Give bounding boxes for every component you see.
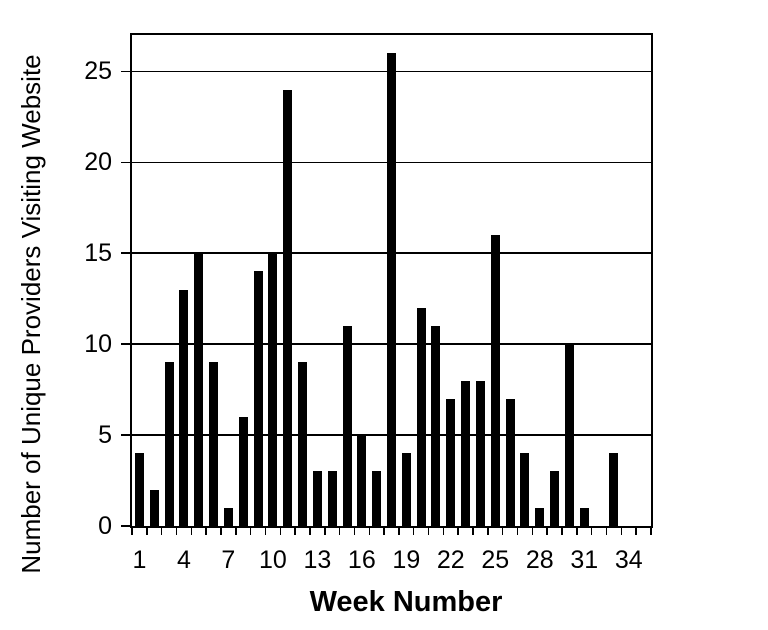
x-tick-33 xyxy=(620,528,623,535)
plot-area xyxy=(130,33,653,528)
x-tick-12 xyxy=(309,528,311,535)
y-tick-5 xyxy=(121,434,130,436)
x-tick-label-7: 7 xyxy=(221,546,236,574)
bar-week-24 xyxy=(475,380,485,526)
x-tick-9 xyxy=(264,528,267,535)
bar-week-8 xyxy=(238,416,248,526)
x-tick-11 xyxy=(294,528,296,535)
bar-week-16 xyxy=(357,435,367,526)
x-tick-label-10: 10 xyxy=(258,546,287,574)
x-tick-32 xyxy=(605,528,608,535)
y-tick-10 xyxy=(121,343,130,345)
y-tick-label-25: 25 xyxy=(84,57,112,86)
x-tick-16 xyxy=(368,528,370,535)
bar-week-25 xyxy=(490,235,500,526)
x-tick-17 xyxy=(383,528,385,535)
x-tick-21 xyxy=(442,528,445,535)
x-tick-30 xyxy=(576,528,578,535)
y-tick-label-0: 0 xyxy=(98,512,112,540)
y-tick-20 xyxy=(121,161,130,164)
bar-week-18 xyxy=(387,53,396,526)
x-tick-label-4: 4 xyxy=(176,546,191,574)
bar-week-27 xyxy=(520,453,530,526)
x-tick-22 xyxy=(457,528,459,535)
bar-week-6 xyxy=(209,362,219,526)
x-tick-5 xyxy=(205,528,207,535)
x-tick-7 xyxy=(235,528,237,535)
x-tick-25 xyxy=(501,528,504,535)
x-axis-title: Week Number xyxy=(309,586,503,618)
x-tick-35 xyxy=(650,528,652,535)
bar-week-29 xyxy=(550,471,560,526)
x-tick-1 xyxy=(146,528,148,535)
x-tick-label-13: 13 xyxy=(303,546,332,574)
y-axis-title: Number of Unique Providers Visiting Webs… xyxy=(16,54,46,574)
x-tick-13 xyxy=(324,528,326,535)
x-tick-31 xyxy=(590,528,593,535)
x-tick-label-16: 16 xyxy=(347,546,376,574)
bar-week-17 xyxy=(372,471,382,526)
y-tick-15 xyxy=(121,252,130,254)
bar-week-15 xyxy=(342,325,352,526)
bar-week-26 xyxy=(505,398,515,526)
x-tick-23 xyxy=(472,528,474,535)
x-tick-18 xyxy=(398,528,400,535)
y-tick-label-10: 10 xyxy=(84,330,112,359)
bar-week-3 xyxy=(164,362,174,526)
x-tick-28 xyxy=(546,528,548,535)
x-tick-34 xyxy=(635,528,637,535)
x-tick-10 xyxy=(279,528,282,535)
x-tick-label-19: 19 xyxy=(392,546,421,574)
x-tick-15 xyxy=(353,528,356,535)
bar-week-22 xyxy=(446,398,456,526)
x-tick-6 xyxy=(220,528,222,535)
x-tick-label-22: 22 xyxy=(436,546,465,574)
x-tick-27 xyxy=(531,528,534,535)
bar-week-31 xyxy=(579,507,589,526)
x-tick-2 xyxy=(160,528,163,535)
bar-week-23 xyxy=(461,380,471,526)
x-tick-26 xyxy=(516,528,519,535)
x-tick-label-34: 34 xyxy=(614,546,643,574)
bar-week-5 xyxy=(194,253,204,526)
bar-week-7 xyxy=(223,507,233,526)
x-tick-3 xyxy=(175,528,178,535)
y-tick-25 xyxy=(121,70,130,73)
bar-week-12 xyxy=(298,362,308,526)
bar-week-4 xyxy=(179,289,189,526)
bar-week-19 xyxy=(401,453,411,526)
x-tick-0 xyxy=(131,528,133,535)
bar-week-10 xyxy=(268,253,278,526)
bar-week-14 xyxy=(327,471,337,526)
bar-week-20 xyxy=(416,307,426,526)
bar-week-30 xyxy=(564,344,574,526)
y-tick-label-20: 20 xyxy=(84,148,112,177)
x-tick-label-28: 28 xyxy=(525,546,554,574)
bar-week-11 xyxy=(283,89,293,526)
x-tick-19 xyxy=(412,528,415,535)
x-tick-24 xyxy=(487,528,489,535)
bar-week-2 xyxy=(149,489,159,526)
bar-week-28 xyxy=(535,507,545,526)
x-tick-label-1: 1 xyxy=(132,546,147,574)
y-tick-0 xyxy=(121,525,130,527)
x-tick-4 xyxy=(190,528,193,535)
x-tick-8 xyxy=(249,528,252,535)
y-tick-label-15: 15 xyxy=(84,239,112,268)
bar-week-33 xyxy=(609,453,619,526)
x-tick-29 xyxy=(561,528,563,535)
bar-week-9 xyxy=(253,271,263,526)
bar-week-21 xyxy=(431,325,441,526)
x-tick-label-31: 31 xyxy=(570,546,599,574)
y-tick-label-5: 5 xyxy=(98,421,112,450)
bar-week-1 xyxy=(134,453,144,526)
x-tick-20 xyxy=(427,528,430,535)
x-tick-14 xyxy=(338,528,341,535)
bar-week-13 xyxy=(312,471,322,526)
x-tick-label-25: 25 xyxy=(481,546,510,574)
